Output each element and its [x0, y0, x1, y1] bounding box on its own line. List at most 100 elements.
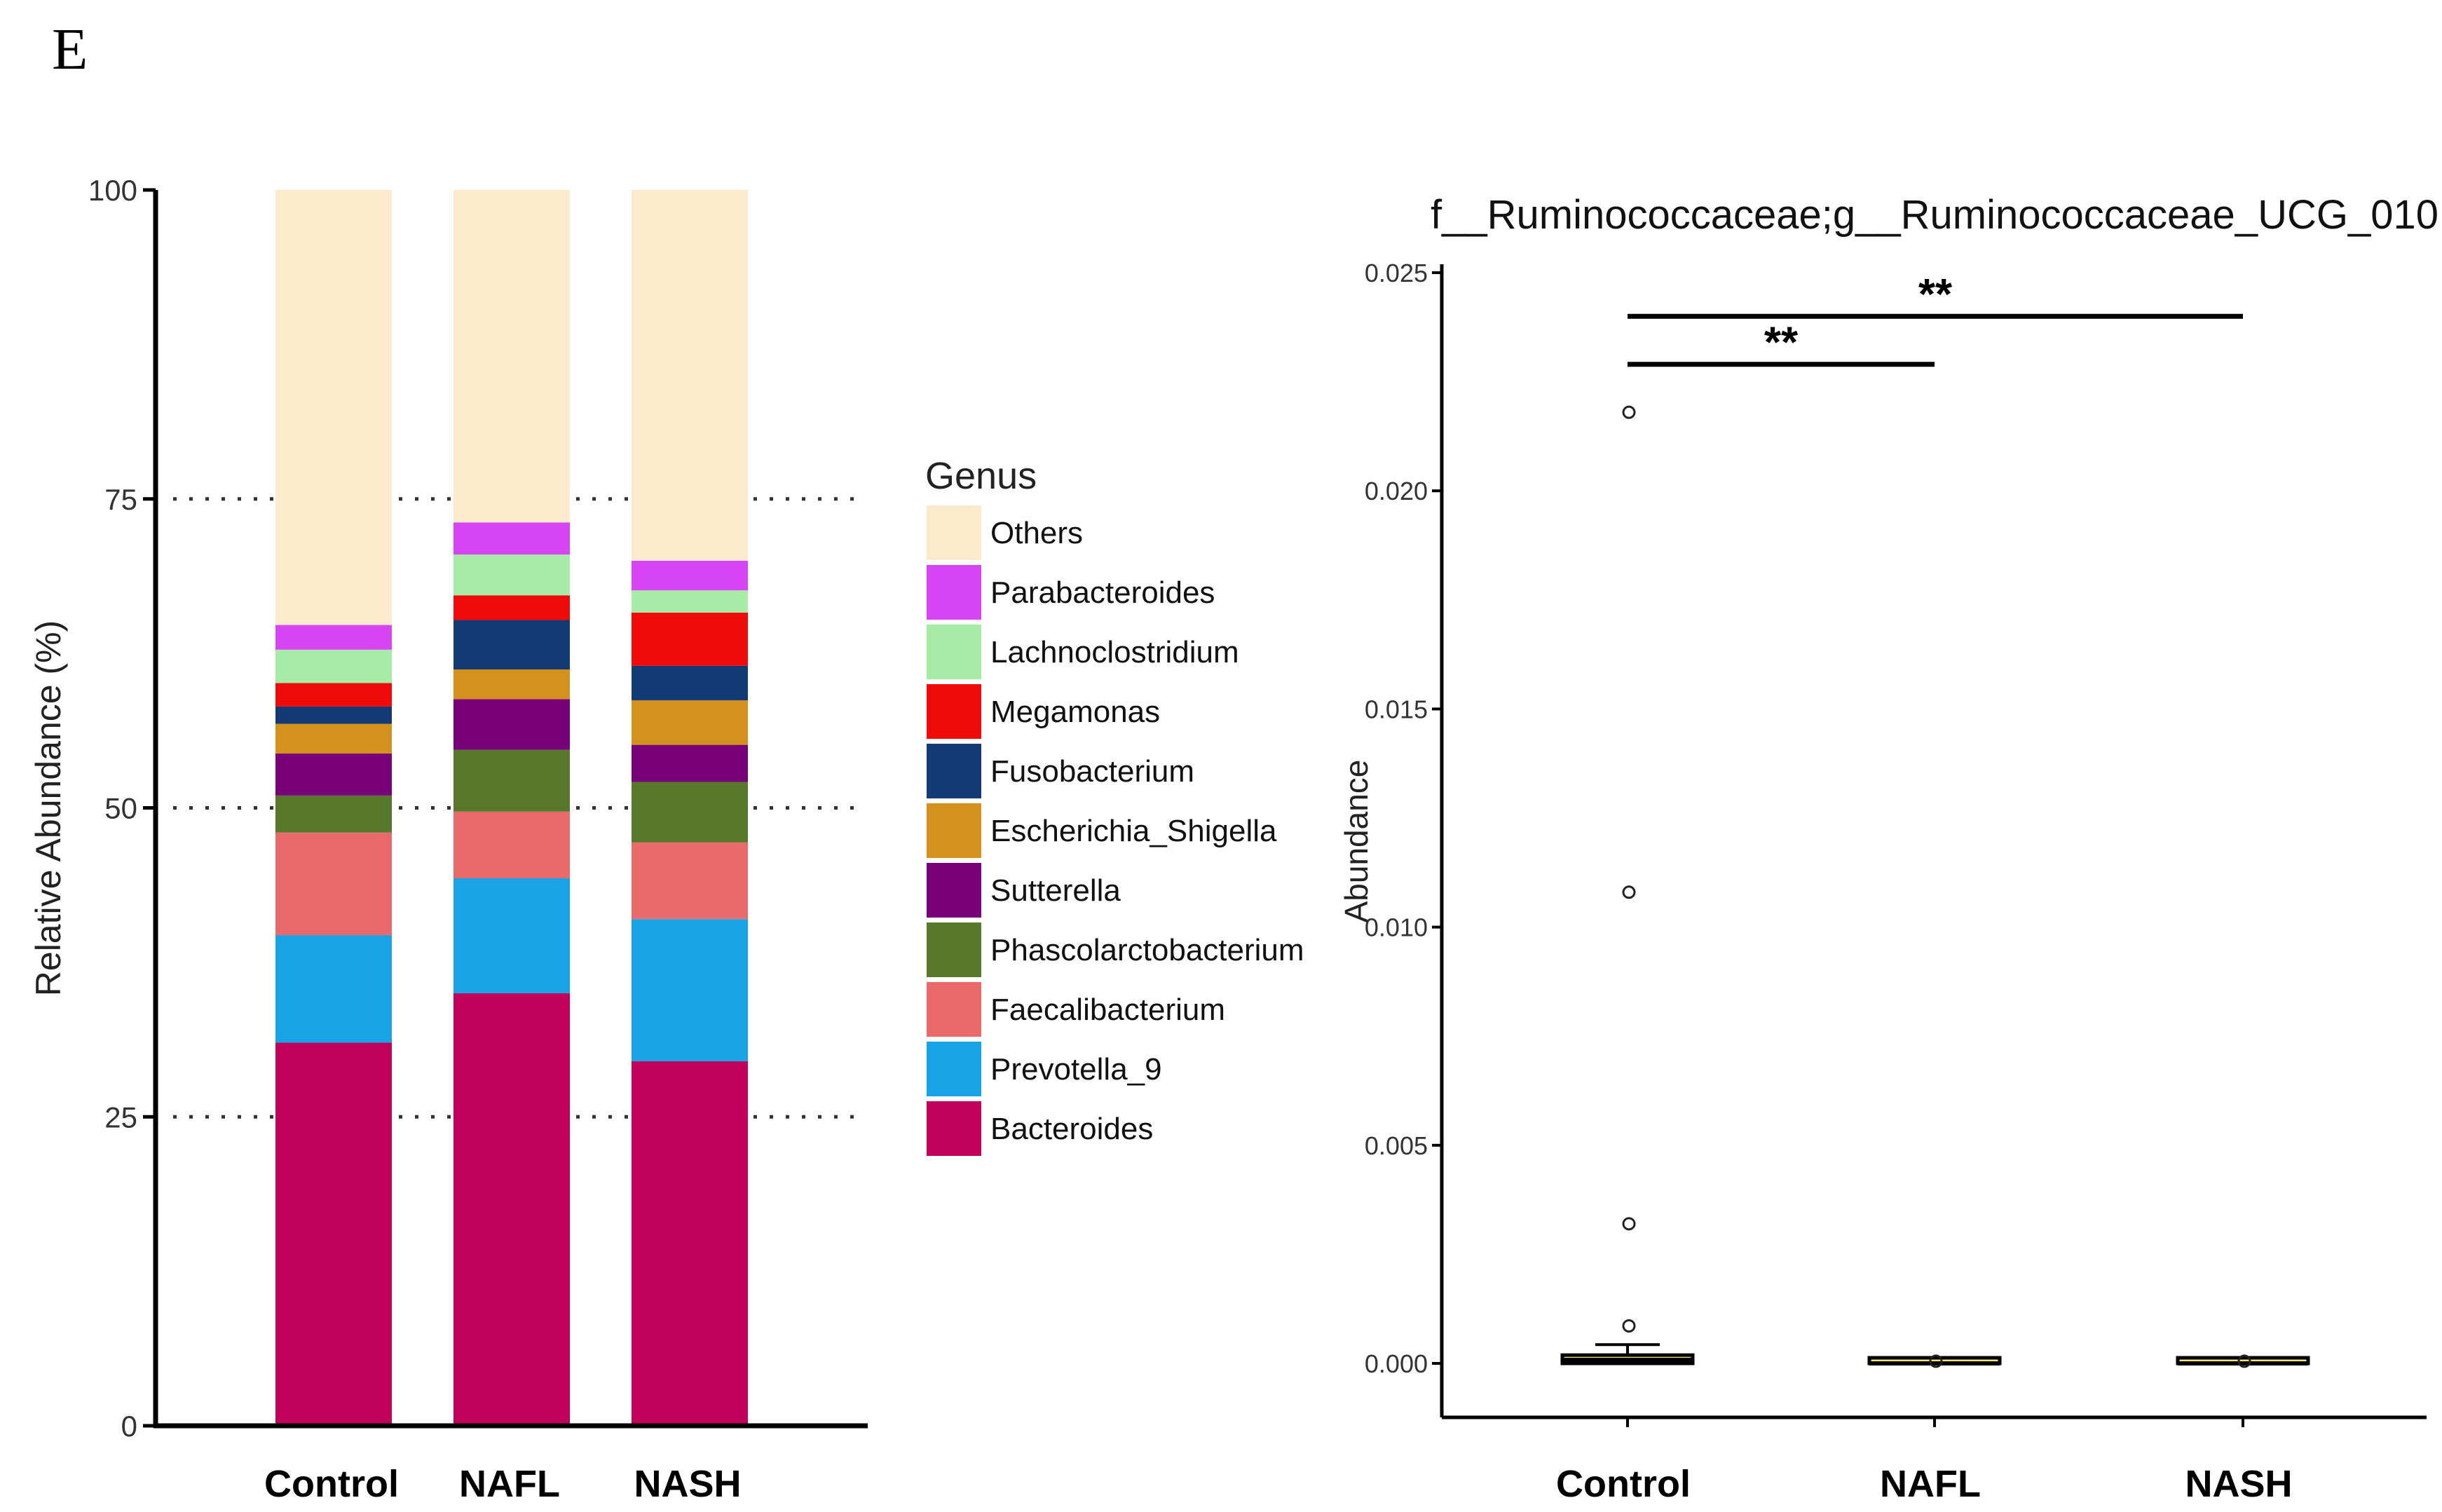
bar-segment-nafl-parabacteroides: [453, 522, 570, 555]
x-tick-label-nash: NASH: [2185, 1463, 2292, 1505]
legend-label-faecalibacterium: Faecalibacterium: [990, 993, 1225, 1027]
signif-label-0: **: [1764, 319, 1799, 367]
bar-segment-nash-megamonas: [632, 612, 748, 666]
bar-segment-control-escherichia-shigella: [275, 723, 392, 754]
legend-label-escherichia-shigella: Escherichia_Shigella: [990, 814, 1277, 848]
legend-label-others: Others: [990, 516, 1083, 550]
bar-segment-control-others: [275, 190, 392, 625]
legend-swatch-bacteroides: [927, 1101, 981, 1156]
x-tick-label-control: Control: [1556, 1463, 1691, 1505]
bar-segment-nash-fusobacterium: [632, 665, 748, 701]
legend-title: Genus: [925, 455, 1037, 497]
outlier-control-2: [1622, 885, 1636, 899]
y-tick-label-0-025: 0.025: [1365, 259, 1428, 287]
boxes: [1560, 405, 2310, 1368]
y-tick-label-75: 75: [104, 483, 137, 516]
box-nafl: [1867, 1354, 2002, 1368]
significance-brackets: ** **: [1628, 271, 2243, 367]
legend-label-prevotella-9: Prevotella_9: [990, 1052, 1162, 1087]
y-tick-label-0-015: 0.015: [1365, 695, 1428, 723]
bar-segment-control-faecalibacterium: [275, 832, 392, 936]
legend-swatch-lachnoclostridium: [927, 625, 981, 679]
y-tick-label-25: 25: [104, 1101, 137, 1133]
legend-swatch-others: [927, 505, 981, 560]
bar-segment-nash-faecalibacterium: [632, 842, 748, 920]
chart-title: f__Ruminococcaceae;g__Ruminococcaceae_UC…: [1431, 192, 2438, 238]
y-tick-label-0-010: 0.010: [1365, 913, 1428, 942]
legend: Genus Others Parabacteroides Lachnoclostri…: [925, 455, 1304, 1156]
x-tick-label-nash: NASH: [634, 1463, 741, 1505]
bar-segment-control-phascolarctobacterium: [275, 795, 392, 833]
bar-segment-nash-escherichia-shigella: [632, 700, 748, 745]
legend-label-parabacteroides: Parabacteroides: [990, 575, 1215, 610]
x-tick-label-control: Control: [264, 1463, 399, 1505]
outlier-control-1: [1622, 1217, 1636, 1231]
y-tick-label-50: 50: [104, 792, 137, 825]
box-control: [1560, 405, 1695, 1365]
legend-label-fusobacterium: Fusobacterium: [990, 754, 1194, 789]
bar-segment-nash-sutterella: [632, 744, 748, 782]
bar-segment-nafl-bacteroides: [453, 993, 570, 1426]
legend-items: Others Parabacteroides Lachnoclostridium Me…: [927, 505, 1304, 1156]
bar-segment-nash-prevotella-9: [632, 919, 748, 1061]
bar-stacks: [275, 190, 748, 1426]
box-nash: [2176, 1354, 2310, 1368]
legend-label-lachnoclostridium: Lachnoclostridium: [990, 635, 1239, 669]
legend-swatch-parabacteroides: [927, 565, 981, 620]
y-axis-ticks: 0 25 50 75 100: [88, 174, 156, 1443]
bar-segment-nafl-others: [453, 190, 570, 523]
legend-label-megamonas: Megamonas: [990, 695, 1160, 729]
box-plot: f__Ruminococcaceae;g__Ruminococcaceae_UC…: [1338, 192, 2438, 1505]
legend-swatch-escherichia-shigella: [927, 803, 981, 858]
outlier-nash-0: [2237, 1354, 2251, 1368]
y-axis-title: Abundance: [1338, 760, 1375, 923]
bar-segment-nafl-prevotella-9: [453, 878, 570, 993]
bar-segment-control-parabacteroides: [275, 625, 392, 650]
bar-segment-nafl-fusobacterium: [453, 620, 570, 670]
legend-swatch-phascolarctobacterium: [927, 922, 981, 977]
bar-stack-control: [275, 190, 392, 1426]
bar-stack-nafl: [453, 190, 570, 1426]
outlier-nafl-0: [1929, 1354, 1943, 1368]
bar-segment-nafl-faecalibacterium: [453, 811, 570, 878]
legend-swatch-faecalibacterium: [927, 982, 981, 1037]
bar-segment-control-fusobacterium: [275, 706, 392, 724]
signif-label-1: **: [1918, 271, 1953, 319]
x-tick-label-nafl: NAFL: [1880, 1463, 1981, 1505]
y-tick-label-0: 0: [121, 1410, 137, 1443]
legend-swatch-megamonas: [927, 684, 981, 739]
outlier-control-3: [1622, 405, 1636, 419]
panel-letter: E: [52, 17, 88, 82]
legend-swatch-sutterella: [927, 863, 981, 918]
y-tick-label-0-005: 0.005: [1365, 1131, 1428, 1160]
bar-stack-nash: [632, 190, 748, 1426]
y-tick-label-0-020: 0.020: [1365, 477, 1428, 505]
legend-swatch-fusobacterium: [927, 744, 981, 798]
outlier-control-0: [1622, 1319, 1636, 1333]
x-tick-label-nafl: NAFL: [459, 1463, 560, 1505]
bar-segment-control-lachnoclostridium: [275, 649, 392, 683]
bar-segment-nafl-megamonas: [453, 595, 570, 620]
bar-segment-nash-lachnoclostridium: [632, 590, 748, 613]
x-axis-labels: Control NAFL NASH: [264, 1463, 741, 1505]
legend-swatch-prevotella-9: [927, 1042, 981, 1096]
bar-segment-nafl-sutterella: [453, 699, 570, 750]
x-axis-labels: Control NAFL NASH: [1556, 1417, 2293, 1505]
stacked-bar-chart: 0 25 50 75 100 Control NAFL NASH Relative Abun…: [29, 174, 1304, 1505]
bar-segment-control-sutterella: [275, 753, 392, 796]
bar-segment-control-prevotella-9: [275, 935, 392, 1043]
legend-label-bacteroides: Bacteroides: [990, 1112, 1153, 1146]
bar-segment-nash-bacteroides: [632, 1061, 748, 1426]
y-axis-ticks: 0.000 0.005 0.010 0.015 0.020 0.025: [1365, 259, 1442, 1378]
y-tick-label-100: 100: [88, 174, 137, 207]
bar-segment-nash-phascolarctobacterium: [632, 782, 748, 843]
bar-segment-control-megamonas: [275, 683, 392, 707]
legend-label-phascolarctobacterium: Phascolarctobacterium: [990, 933, 1304, 967]
y-tick-label-0-000: 0.000: [1365, 1349, 1428, 1378]
bar-segment-nafl-escherichia-shigella: [453, 669, 570, 700]
bar-segment-nafl-phascolarctobacterium: [453, 749, 570, 812]
bar-segment-nash-others: [632, 190, 748, 561]
legend-label-sutterella: Sutterella: [990, 873, 1121, 908]
bar-segment-nafl-lachnoclostridium: [453, 554, 570, 596]
